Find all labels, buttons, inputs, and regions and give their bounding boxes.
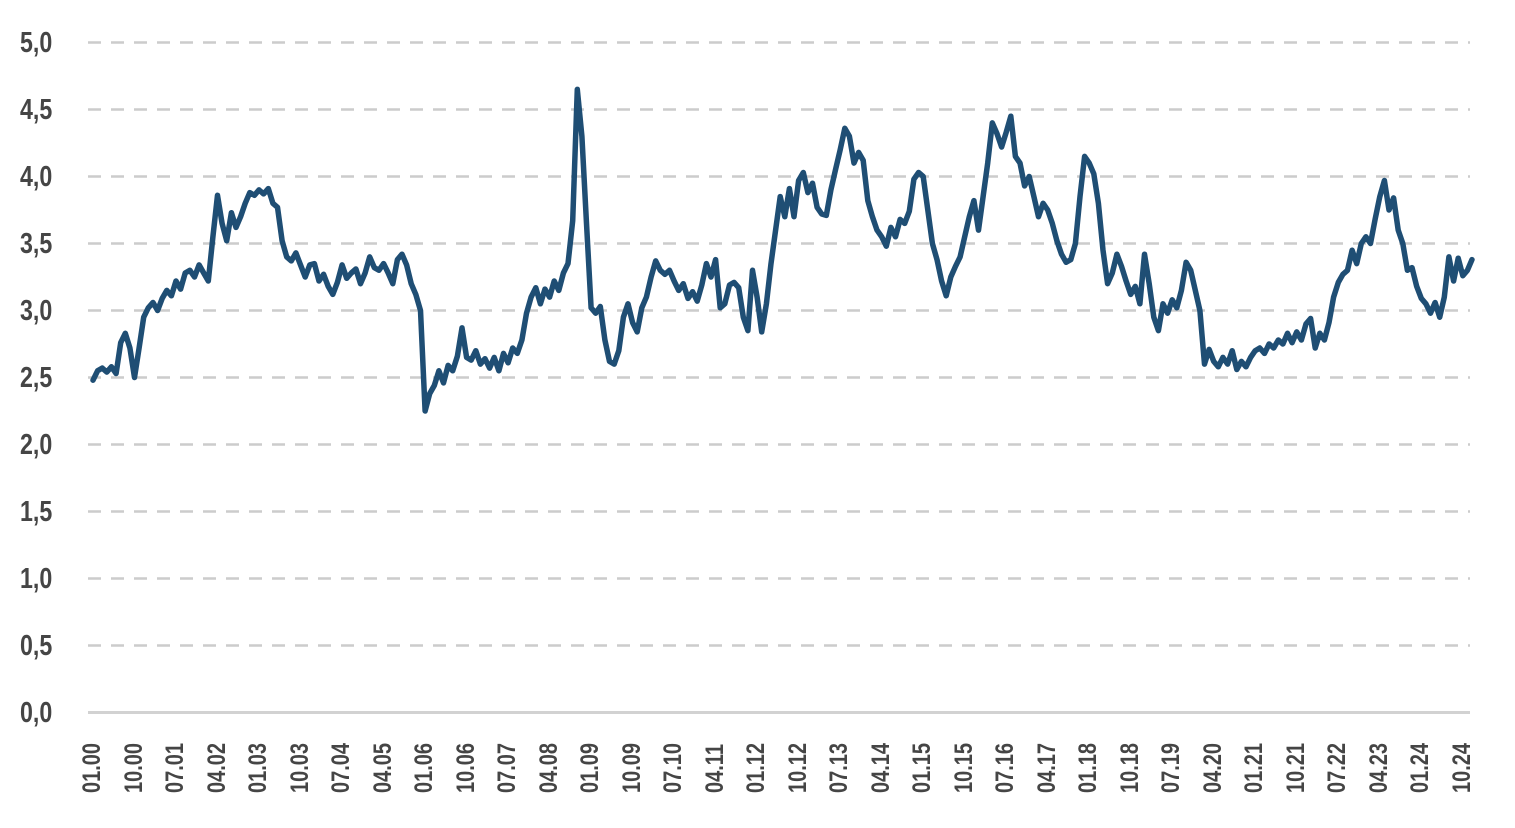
x-tick-label: 10.03 xyxy=(285,742,314,793)
y-tick-label: 0,5 xyxy=(20,629,53,662)
x-tick-label: 07.07 xyxy=(493,742,522,793)
x-tick-label: 01.06 xyxy=(410,742,439,793)
x-tick-label: 04.23 xyxy=(1364,742,1393,793)
y-tick-label: 4,5 xyxy=(20,93,53,126)
x-tick-label: 04.17 xyxy=(1032,742,1061,793)
x-tick-label: 10.09 xyxy=(617,742,646,793)
y-tick-label: 0,0 xyxy=(20,696,53,729)
x-tick-label: 07.22 xyxy=(1323,742,1352,793)
x-tick-label: 10.24 xyxy=(1447,742,1476,793)
x-tick-label: 01.24 xyxy=(1406,742,1435,793)
x-tick-label: 07.19 xyxy=(1157,742,1186,793)
x-tick-label: 07.13 xyxy=(825,742,854,793)
x-tick-label: 04.11 xyxy=(700,744,729,793)
x-tick-label: 10.00 xyxy=(119,742,148,793)
x-tick-label: 04.02 xyxy=(202,742,231,793)
y-tick-label: 5,0 xyxy=(20,26,53,59)
x-tick-label: 04.14 xyxy=(866,742,895,793)
x-tick-label: 07.01 xyxy=(161,742,190,793)
x-tick-label: 01.09 xyxy=(576,742,605,793)
x-tick-label: 01.15 xyxy=(908,742,937,793)
x-tick-label: 07.04 xyxy=(327,742,356,793)
x-tick-label: 04.08 xyxy=(534,742,563,793)
x-tick-label: 10.12 xyxy=(783,742,812,793)
x-tick-label: 10.06 xyxy=(451,742,480,793)
x-tick-label: 01.18 xyxy=(1074,742,1103,793)
x-tick-label: 04.20 xyxy=(1198,742,1227,793)
x-tick-label: 10.18 xyxy=(1115,742,1144,793)
y-tick-label: 1,0 xyxy=(20,562,53,595)
x-tick-label: 10.21 xyxy=(1281,742,1310,793)
y-tick-label: 2,5 xyxy=(20,361,53,394)
y-tick-label: 2,0 xyxy=(20,428,53,461)
x-tick-label: 10.15 xyxy=(949,742,978,793)
x-tick-label: 04.05 xyxy=(368,742,397,793)
x-tick-label: 01.21 xyxy=(1240,742,1269,793)
x-tick-label: 01.00 xyxy=(78,742,106,793)
y-tick-label: 1,5 xyxy=(20,495,53,528)
x-tick-label: 07.16 xyxy=(991,742,1020,793)
y-tick-label: 3,5 xyxy=(20,227,53,260)
y-tick-label: 4,0 xyxy=(20,160,53,193)
x-tick-label: 07.10 xyxy=(659,742,688,793)
data-series-line xyxy=(90,86,1475,414)
y-tick-label: 3,0 xyxy=(20,294,53,327)
x-tick-label: 01.03 xyxy=(244,742,273,793)
x-tick-label: 01.12 xyxy=(742,742,771,793)
